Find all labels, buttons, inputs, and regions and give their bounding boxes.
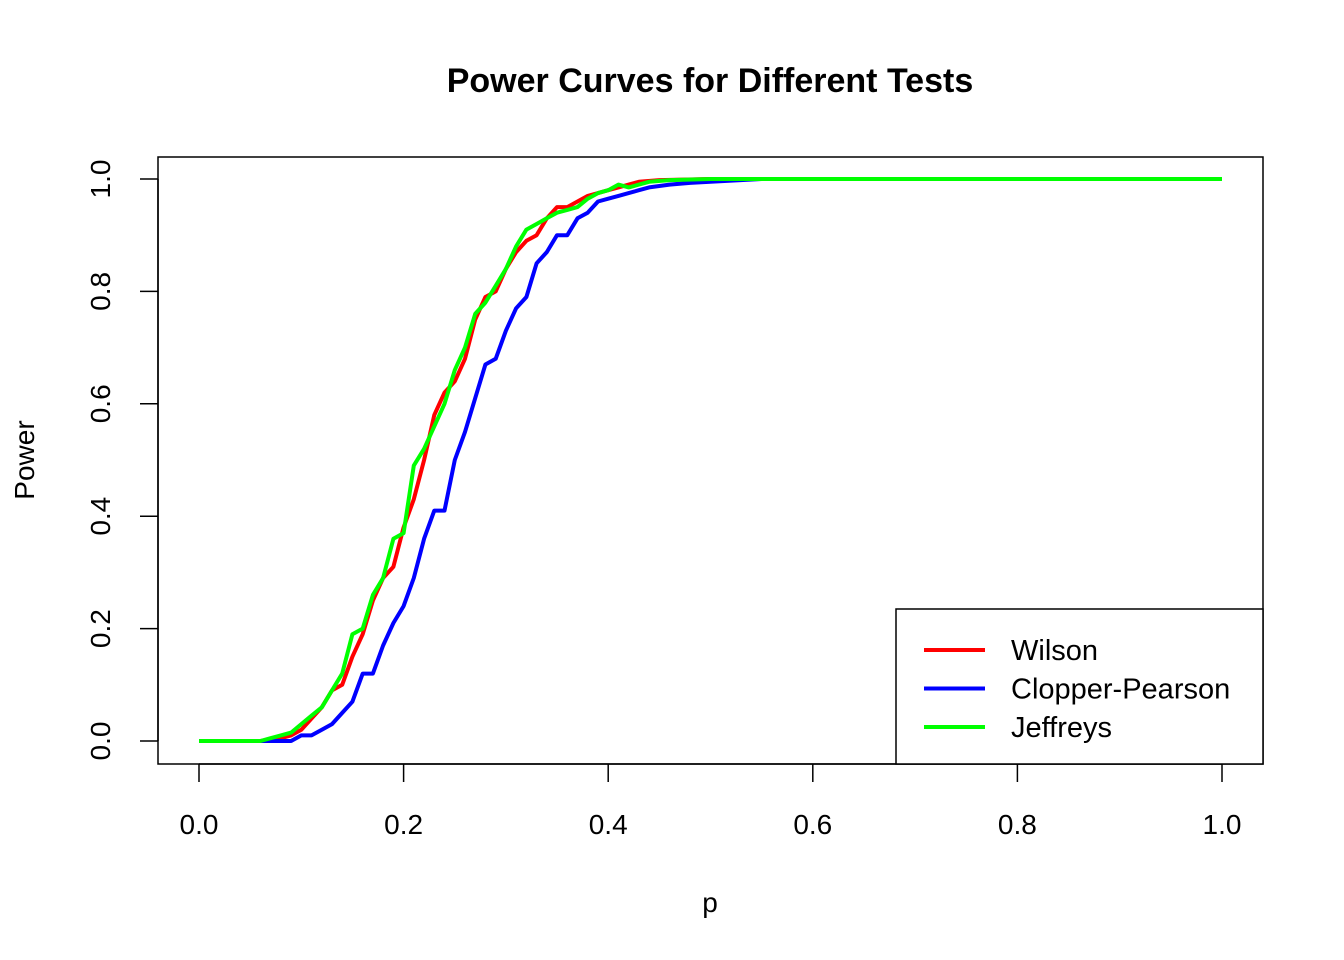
y-tick-label: 0.8: [85, 272, 116, 311]
legend: Wilson Clopper-Pearson Jeffreys: [895, 608, 1264, 765]
x-axis-label: p: [702, 887, 718, 918]
series-line-clopper-pearson: [199, 177, 1222, 743]
chart-title: Power Curves for Different Tests: [447, 62, 974, 100]
plot-area: [199, 177, 1222, 743]
x-tick-label: 0.4: [589, 809, 628, 840]
legend-label: Clopper-Pearson: [1011, 674, 1230, 706]
x-tick-label: 0.2: [384, 809, 423, 840]
y-axis-label: Power: [9, 420, 40, 499]
y-tick-label: 1.0: [85, 160, 116, 199]
y-tick-label: 0.6: [85, 384, 116, 423]
y-tick-label: 0.2: [85, 609, 116, 648]
legend-label: Wilson: [1011, 635, 1098, 667]
y-tick-label: 0.4: [85, 497, 116, 536]
legend-label: Jeffreys: [1011, 712, 1112, 744]
x-tick-label: 0.8: [998, 809, 1037, 840]
x-tick-label: 0.6: [793, 809, 832, 840]
series-line-jeffreys: [199, 177, 1222, 743]
x-tick-label: 0.0: [180, 809, 219, 840]
x-tick-label: 1.0: [1203, 809, 1242, 840]
y-tick-label: 0.0: [85, 722, 116, 761]
axes: 0.0 0.2 0.4 0.6 0.8 1.0 0.0 0.2 0.4 0.6 0.8 1.0: [85, 160, 1241, 840]
